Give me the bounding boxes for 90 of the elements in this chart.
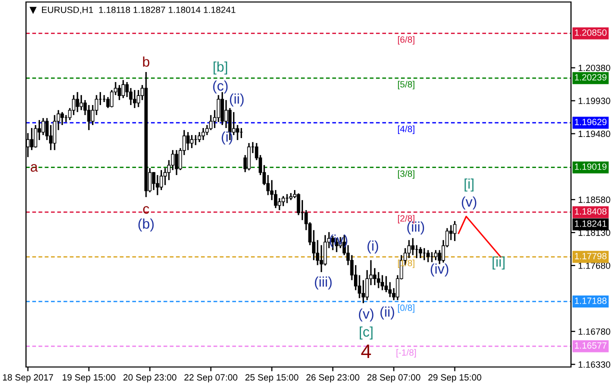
annotation: 4	[361, 344, 371, 358]
candlestick	[411, 237, 415, 256]
candlestick	[186, 131, 190, 151]
candlestick	[380, 274, 384, 291]
candlestick	[52, 114, 56, 151]
candlestick	[152, 171, 156, 191]
annotation: [5/8]	[398, 80, 414, 90]
candlestick	[209, 114, 213, 131]
candlestick	[232, 111, 236, 136]
candlestick	[362, 279, 365, 304]
chart-title: EURUSD,H1 1.18118 1.18287 1.18014 1.18241	[42, 6, 236, 14]
candlestick	[80, 94, 83, 111]
annotation: [c]	[360, 326, 372, 340]
candlestick	[118, 84, 122, 101]
candlestick	[41, 117, 45, 136]
y-tick-label: 1.18580	[578, 196, 610, 203]
annotation: (iv)	[430, 264, 448, 276]
annotation: (i)	[222, 132, 232, 144]
ref-line-label: 1.19629	[574, 118, 606, 126]
x-tick-label: 20 Sep 23:00	[123, 374, 176, 382]
annotation: [4/8]	[398, 126, 414, 134]
annotation: [2/8]	[398, 214, 414, 224]
candlestick	[282, 195, 285, 207]
candlestick	[34, 124, 38, 148]
candlestick	[136, 89, 140, 108]
candlestick	[426, 249, 430, 263]
candlestick	[224, 99, 228, 129]
candlestick	[418, 246, 422, 259]
ref-line-label: 1.20239	[574, 74, 606, 81]
y-tick-label: 1.19930	[578, 98, 610, 104]
annotation: (ii)	[230, 94, 244, 106]
annotation: [0/8]	[398, 304, 414, 313]
annotation: [6/8]	[398, 36, 414, 45]
candlestick	[87, 104, 91, 131]
x-tick-label: 18 Sep 2017	[2, 374, 54, 382]
candlestick	[156, 174, 160, 196]
annotation: b	[143, 56, 150, 67]
annotation: [ii]	[492, 256, 505, 270]
candlestick	[72, 94, 76, 116]
annotation: (v)	[358, 308, 374, 322]
ref-line-label: 1.20850	[574, 29, 607, 36]
candlestick	[320, 244, 324, 273]
candlestick	[122, 79, 125, 99]
y-tick-label: 1.17680	[578, 262, 610, 269]
ref-line-label: 1.19019	[574, 163, 606, 170]
candlestick	[190, 134, 194, 149]
text: 1.18241	[574, 220, 606, 227]
annotation: (iii)	[407, 222, 424, 234]
candlestick	[434, 249, 438, 261]
candlestick	[60, 111, 64, 126]
annotation: (iv)	[330, 234, 348, 248]
annotation: (ii)	[380, 306, 394, 320]
annotation: c	[143, 206, 150, 214]
y-tick-label: 1.19480	[578, 130, 610, 138]
candlestick	[236, 124, 240, 141]
x-tick-label: 26 Sep 23:00	[306, 374, 360, 382]
annotation: [-1/8]	[396, 349, 416, 358]
candlestick	[30, 127, 34, 151]
ref-line-label: 1.17798	[574, 252, 607, 260]
annotation: (v)	[462, 196, 476, 210]
annotation: [3/8]	[398, 170, 414, 179]
candlestick	[202, 127, 205, 141]
annotation: [i]	[464, 178, 474, 192]
candlestick	[160, 169, 163, 191]
candlestick	[296, 192, 300, 216]
candlestick	[438, 249, 442, 265]
annotation: (b)	[138, 218, 154, 232]
x-tick-label: 28 Sep 07:00	[367, 374, 420, 382]
x-tick-label: 19 Sep 15:00	[62, 374, 116, 382]
ref-line-label: 1.17188	[574, 298, 607, 304]
candlestick	[278, 197, 282, 211]
y-tick-label: 1.16780	[578, 328, 610, 335]
candlestick	[373, 267, 376, 286]
candlestick	[384, 275, 388, 293]
candlestick	[76, 91, 80, 113]
x-tick-label: 22 Sep 07:00	[184, 374, 238, 382]
y-tick-label: 1.16330	[578, 361, 610, 368]
annotation: (c)	[213, 80, 228, 94]
annotation: [b]	[214, 62, 228, 74]
annotation: (i)	[368, 240, 378, 254]
annotation: (iii)	[314, 276, 332, 290]
candlestick	[198, 131, 202, 143]
ref-line-label: 1.18408	[574, 208, 607, 215]
x-tick-label: 25 Sep 15:00	[245, 374, 298, 382]
annotation: a	[30, 164, 38, 172]
candlestick	[132, 89, 136, 109]
ref-line-label: 1.16577	[574, 342, 606, 349]
y-tick-label: 1.20380	[578, 64, 610, 72]
x-tick-label: 29 Sep 15:00	[428, 374, 482, 382]
candlestick	[453, 220, 456, 242]
